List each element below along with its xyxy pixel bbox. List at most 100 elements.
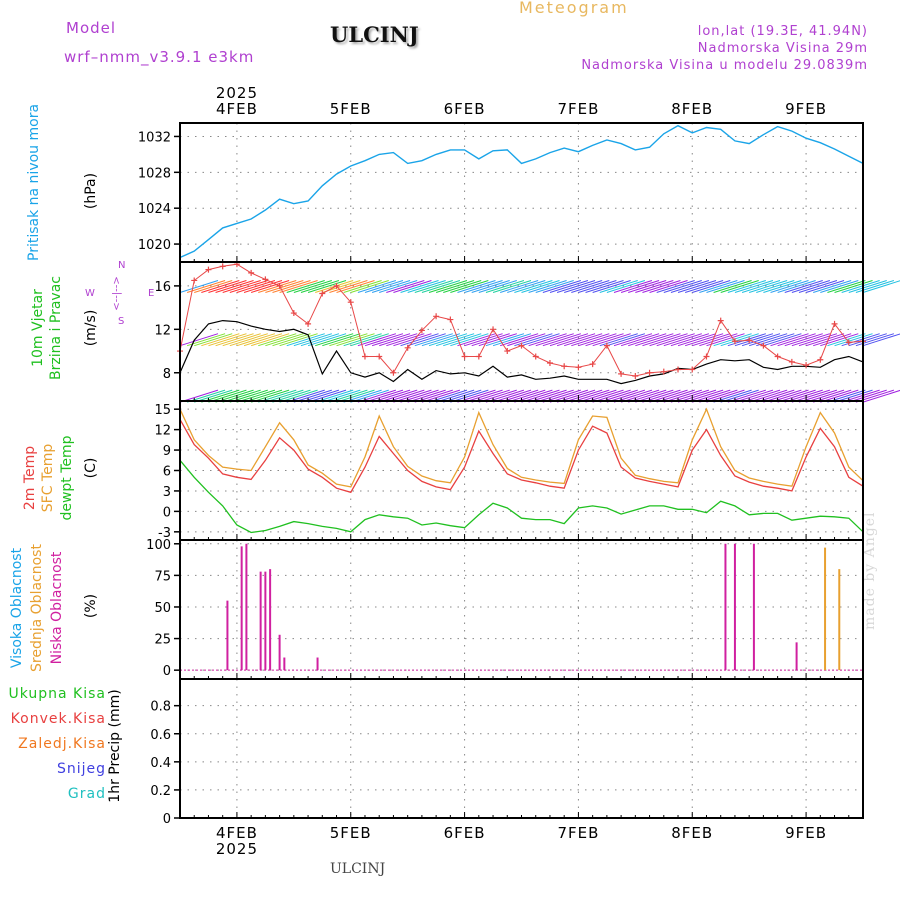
wind-gust-marker [219,263,226,270]
wind-barb [827,279,866,293]
wind-barb [457,279,496,293]
wind-gust-marker [475,353,482,360]
wind-gust-marker [447,316,454,323]
wind-barb [379,279,418,293]
wind-barb [201,333,240,347]
wind-barb [756,333,795,347]
wind-barb [549,333,589,347]
wind-gust-marker [433,313,440,320]
wind-barb [848,333,887,347]
pressure-line [179,124,864,259]
wind-barb [464,333,503,347]
wind-barb [435,279,475,293]
wind-gust-marker [689,366,696,373]
wind-barb [443,333,482,347]
wind-gust-marker [504,348,511,355]
wind-barb [770,279,809,293]
wind-gust-marker [731,338,738,345]
wind-barb [236,333,276,347]
ytick-label: 1032 [138,130,171,145]
bottom-date-label: 5FEB [330,824,372,842]
wind-barb [371,279,411,293]
wind-barb [756,279,795,293]
wind-barb [535,279,574,293]
wind-barb [841,279,880,293]
wind-barb [407,333,446,347]
wind-barb [485,333,525,347]
wind-gust-marker [333,282,340,289]
wind-barb [272,333,311,347]
ytick-label: 0.2 [150,784,171,799]
ytick-label: 25 [154,633,171,648]
wind-barb [179,333,219,347]
top-date-label: 6FEB [444,100,486,118]
wind-barb [521,333,560,347]
ytick-label: 0.6 [150,728,171,743]
wind-barb [564,333,603,347]
wind-barb [770,333,809,347]
wind-barb [208,333,247,347]
wind-gust-marker [347,299,354,306]
lonlat-label: lon,lat (19.3E, 41.94N) [697,24,868,39]
wind-barb [620,279,660,293]
wind-barb [400,279,439,293]
wind-barb [649,279,688,293]
panel-frame [179,400,864,541]
wind-barb [542,333,581,347]
wind-gust-marker [461,353,468,360]
wind-barb [649,333,688,347]
wind-barb [720,333,759,347]
wind-barb [450,279,489,293]
top-year-label: 2025 [216,84,258,102]
meteogram-label: Meteogram [519,0,629,17]
wind-barb [798,279,838,293]
wind-barb [713,333,752,347]
wind-barb [307,279,347,293]
wind-gust-marker [603,342,610,349]
wind-barb [713,279,752,293]
bottom-date-label: 6FEB [444,824,486,842]
wind-barb [279,279,318,293]
wind-barb [571,279,610,293]
wind-barb [585,333,624,347]
wind-barb [443,279,482,293]
wind-barb [841,333,880,347]
wind-barb [400,333,439,347]
wind-barb [741,279,781,293]
ytick-label: 1020 [138,238,171,253]
wind-barb [727,279,766,293]
top-date-label: 9FEB [785,100,827,118]
wind-barb [663,333,702,347]
wind-barb [293,333,332,347]
wind-gust-marker [746,337,753,344]
wind-gust-marker [361,353,368,360]
wind-barb [720,279,759,293]
wind-barb [514,333,553,347]
wind-barb [805,279,845,293]
wind-barb [322,333,361,347]
wind-barb [606,279,646,293]
wind-gust-marker [831,320,838,327]
wind-barb [485,279,525,293]
wind-barb [549,279,589,293]
wind-barb [848,279,887,293]
ytick-label: 75 [154,569,171,584]
model-label: Model [66,19,117,37]
wind-barb [194,279,233,293]
wind-barb [279,333,318,347]
wind-gust-marker [774,353,781,360]
wind-barb [684,279,724,293]
ytick-label: 1028 [138,166,171,181]
wind-barb [734,279,774,293]
wind-barb [834,279,873,293]
wind-barb [500,333,539,347]
wind-gust-marker [418,327,425,334]
footer-station: ULCINJ [330,861,386,877]
wind-barb [749,333,788,347]
wind-barb [435,333,475,347]
wind-gust-marker [803,362,810,369]
wind-barb [194,333,233,347]
bottom-date-label: 9FEB [785,824,827,842]
wind-speed-line [179,319,864,385]
wind-barb [791,279,831,293]
